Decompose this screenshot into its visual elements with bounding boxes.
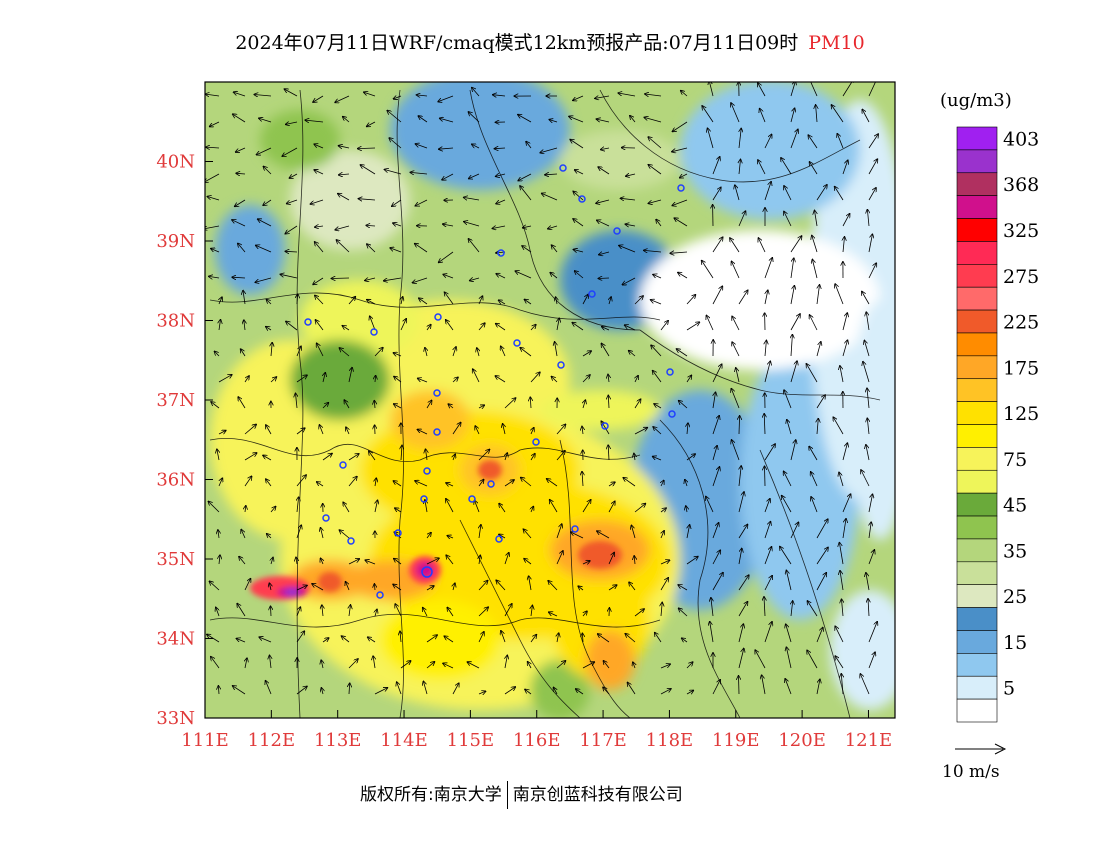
- lon-tick-label: 113E: [314, 730, 362, 751]
- legend-swatch: [956, 630, 998, 654]
- legend-swatch: [956, 561, 998, 585]
- legend-swatch: [956, 607, 998, 631]
- legend-swatch: [956, 538, 998, 563]
- legend-swatch: [956, 492, 998, 517]
- legend-value-label: 368: [1003, 174, 1039, 196]
- legend-swatch: [956, 401, 998, 425]
- legend-swatch: [956, 309, 998, 334]
- lat-tick-label: 34N: [156, 629, 195, 650]
- axis-ticks: [204, 161, 869, 719]
- legend-value-label: 225: [1003, 312, 1039, 334]
- legend-swatch: [956, 126, 998, 151]
- legend-units: (ug/m3): [940, 90, 1012, 111]
- wind-vectors: [205, 82, 878, 694]
- longitude-labels: 111E 112E 113E 114E 115E 116E 117E 118E 119E 120E…: [181, 730, 892, 751]
- legend-swatch: [956, 584, 998, 608]
- lon-tick-label: 115E: [447, 730, 495, 751]
- legend-swatch: [956, 241, 998, 265]
- copyright-line: 版权所有:南京大学 南京创蓝科技有限公司: [360, 780, 683, 809]
- lon-tick-label: 117E: [579, 730, 627, 751]
- legend-swatch: [956, 218, 998, 242]
- legend-swatch: [956, 675, 998, 700]
- lon-tick-label: 111E: [181, 730, 229, 751]
- lon-tick-label: 121E: [845, 730, 893, 751]
- legend-swatch: [956, 172, 998, 196]
- legend-swatch: [956, 195, 998, 219]
- concentration-field: [205, 82, 895, 718]
- lat-tick-label: 33N: [156, 708, 195, 729]
- wind-reference-arrow: [955, 743, 1007, 755]
- legend-swatch: [956, 332, 998, 357]
- legend-swatch: [956, 424, 998, 448]
- legend-swatch: [956, 653, 998, 677]
- legend-value-label: 25: [1003, 586, 1027, 608]
- legend-swatch: [956, 149, 998, 174]
- copyright-prefix: 版权所有:南京大学: [360, 785, 502, 805]
- lon-tick-label: 120E: [778, 730, 826, 751]
- lon-tick-label: 118E: [646, 730, 694, 751]
- legend-swatch: [956, 286, 998, 311]
- lon-tick-label: 112E: [248, 730, 296, 751]
- latitude-labels: 40N 39N 38N 37N 36N 35N 34N 33N: [156, 152, 195, 730]
- legend-value-label: 75: [1003, 449, 1027, 471]
- lon-tick-label: 119E: [712, 730, 760, 751]
- legend-value-label: 403: [1003, 128, 1039, 150]
- legend-swatch: [956, 447, 998, 471]
- legend-swatch: [956, 264, 998, 288]
- legend-value-label: 15: [1003, 632, 1027, 654]
- lat-tick-label: 35N: [156, 549, 195, 570]
- legend-value-label: 45: [1003, 495, 1027, 517]
- legend-colorbar: [956, 126, 998, 723]
- legend-swatch: [956, 469, 998, 494]
- legend-swatch: [956, 698, 998, 723]
- lat-tick-label: 38N: [156, 311, 195, 332]
- lon-tick-label: 114E: [380, 730, 428, 751]
- lat-tick-label: 36N: [156, 470, 195, 491]
- legend-value-label: 5: [1003, 678, 1015, 700]
- lat-tick-label: 39N: [156, 231, 195, 252]
- legend-swatch: [956, 515, 998, 540]
- legend-value-label: 35: [1003, 540, 1027, 562]
- legend-labels: 403 368 325 275 225 175 125 75 45 35 25 15 5: [1003, 128, 1039, 699]
- legend-swatch: [956, 355, 998, 380]
- legend-value-label: 125: [1003, 403, 1039, 425]
- copyright-company: 南京创蓝科技有限公司: [512, 785, 683, 805]
- city-markers: [304, 164, 685, 599]
- chart-title: 2024年07月11日WRF/cmaq模式12km预报产品:07月11日09时 P…: [0, 28, 1100, 55]
- title-text: 2024年07月11日WRF/cmaq模式12km预报产品:07月11日09时: [235, 32, 799, 54]
- legend-value-label: 325: [1003, 220, 1039, 242]
- copyright-separator: [506, 781, 508, 809]
- legend-swatch: [956, 378, 998, 402]
- lat-tick-label: 37N: [156, 390, 195, 411]
- lon-tick-label: 116E: [513, 730, 561, 751]
- pollution-blobs: [210, 82, 895, 718]
- variable-label: PM10: [808, 32, 865, 54]
- wind-reference-label: 10 m/s: [942, 762, 1000, 782]
- legend-value-label: 175: [1003, 357, 1039, 379]
- lat-tick-label: 40N: [156, 152, 195, 173]
- legend-value-label: 275: [1003, 266, 1039, 288]
